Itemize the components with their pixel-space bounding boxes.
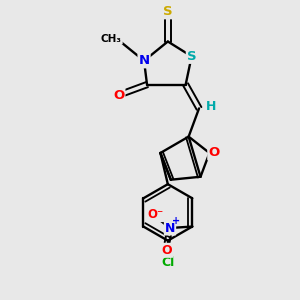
Text: H: H bbox=[206, 100, 217, 113]
Text: S: S bbox=[187, 50, 196, 63]
Text: S: S bbox=[163, 5, 172, 18]
Text: O: O bbox=[162, 244, 172, 257]
Text: +: + bbox=[172, 217, 181, 226]
Text: CH₃: CH₃ bbox=[101, 34, 122, 44]
Text: O: O bbox=[208, 146, 220, 160]
Text: Cl: Cl bbox=[161, 256, 175, 269]
Text: O: O bbox=[113, 88, 124, 101]
Text: N: N bbox=[165, 221, 175, 235]
Text: N: N bbox=[139, 54, 150, 67]
Text: O⁻: O⁻ bbox=[147, 208, 163, 221]
